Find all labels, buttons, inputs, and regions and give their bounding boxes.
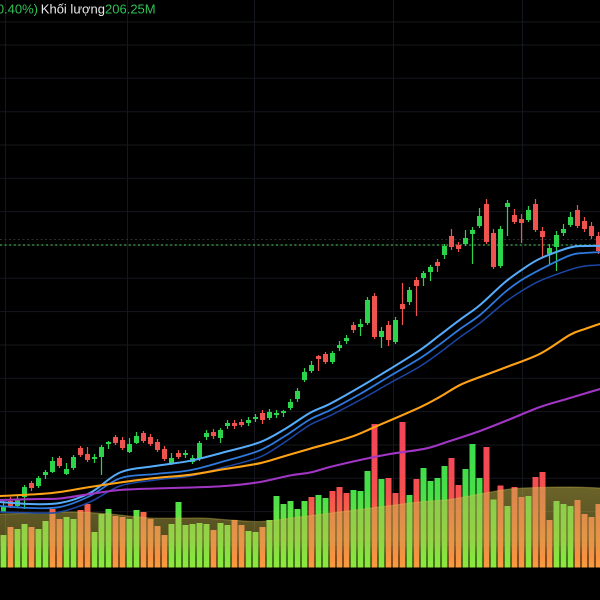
svg-text:Khối lượng206.25M: Khối lượng206.25M [41,2,156,17]
svg-text:0.40%): 0.40%) [0,2,38,17]
